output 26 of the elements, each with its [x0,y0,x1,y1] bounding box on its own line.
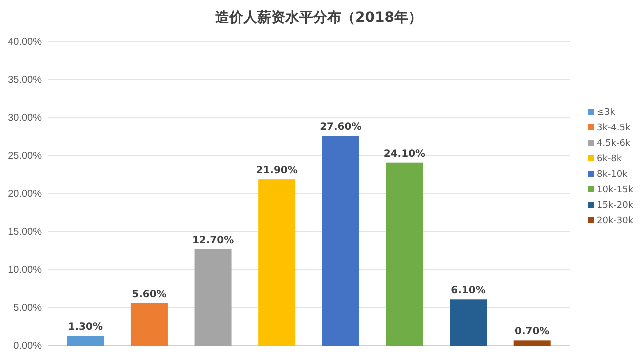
legend-label: 4.5k-6k [597,139,632,149]
legend-label: 3k-4.5k [597,124,632,134]
legend-label: 6k-8k [597,154,623,164]
data-label: 27.60% [320,122,362,134]
y-tick-label: 10.00% [8,265,42,276]
y-tick-label: 5.00% [14,303,42,314]
data-label: 1.30% [68,322,103,334]
legend-label: 10k-15k [597,186,634,196]
chart-title: 造价人薪资水平分布（2018年） [214,10,422,26]
data-label: 0.70% [515,326,550,338]
legend-label: 15k-20k [597,201,634,211]
y-tick-label: 30.00% [8,113,42,124]
legend-label: 8k-10k [597,170,629,180]
y-tick-label: 0.00% [14,341,42,352]
y-tick-label: 25.00% [8,151,42,162]
data-label: 12.70% [192,235,234,246]
y-tick-label: 20.00% [8,189,42,200]
y-tick-label: 35.00% [8,75,42,86]
data-label: 21.90% [256,166,298,177]
data-label: 6.10% [451,286,486,297]
y-tick-label: 40.00% [8,37,42,48]
data-label: 24.10% [384,148,426,160]
y-tick-label: 15.00% [8,227,42,238]
legend-label: ≤3k [597,108,616,118]
legend-label: 20k-30k [597,216,634,226]
data-label: 5.60% [132,289,167,300]
